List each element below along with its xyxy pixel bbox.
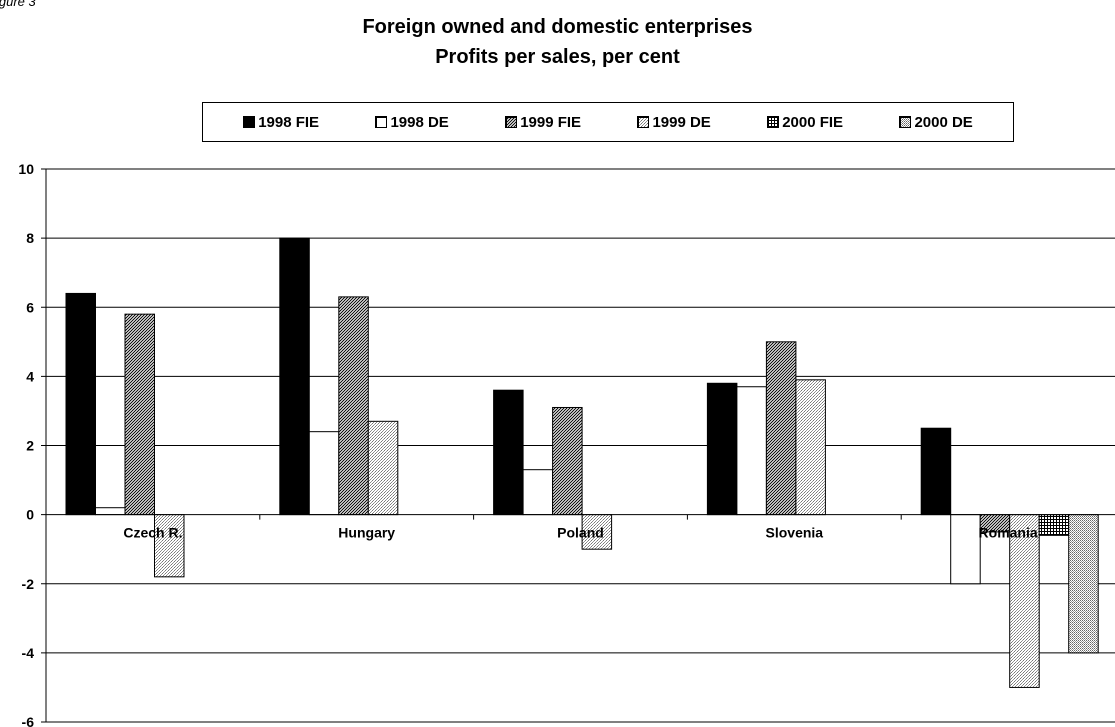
- bar-1999-fie-czech-r: [124, 313, 155, 516]
- bar-1998-fie-poland: [493, 389, 524, 516]
- bar-1998-de-romania: [950, 514, 981, 585]
- bar-1999-de-hungary: [367, 420, 399, 516]
- bar-2000-fie-romania: [1038, 514, 1070, 536]
- legend-label-1998-de: 1998 DE: [390, 113, 449, 131]
- bar-1998-de-poland: [522, 469, 554, 516]
- bar-1998-fie-hungary: [279, 237, 310, 516]
- chart-legend: 1998 FIE 1998 DE 1999 FIE 1999 DE 2000 F…: [202, 102, 1014, 142]
- bar-1999-fie-poland: [552, 406, 583, 516]
- legend-swatch-1998-fie: [243, 116, 256, 128]
- legend-item-1999-de: 1999 DE: [637, 113, 711, 131]
- bar-1998-de-hungary: [308, 431, 340, 516]
- legend-label-1998-fie: 1998 FIE: [258, 113, 320, 131]
- y-tick-label: 10: [18, 161, 34, 177]
- category-label: Slovenia: [766, 525, 824, 541]
- legend-item-1998-fie: 1998 FIE: [243, 114, 319, 131]
- y-tick-label: 2: [26, 438, 34, 454]
- legend-item-1998-de: 1998 DE: [375, 113, 449, 131]
- bar-1999-fie-slovenia: [765, 341, 797, 516]
- bar-2000-de-romania: [1068, 514, 1099, 654]
- legend-label-2000-fie: 2000 FIE: [782, 113, 844, 131]
- axes: [41, 168, 1115, 723]
- legend-item-2000-fie: 2000 FIE: [767, 114, 843, 131]
- bar-1999-de-czech-r: [154, 514, 185, 578]
- category-label: Czech R.: [123, 525, 182, 541]
- y-tick-label: 6: [26, 299, 34, 315]
- legend-label-1999-de: 1999 DE: [652, 113, 711, 131]
- chart-title: Foreign owned and domestic enterprises: [362, 16, 753, 38]
- figure-label: igure 3: [0, 0, 36, 9]
- chart-subtitle: Profits per sales, per cent: [435, 46, 680, 68]
- bar-1999-de-poland: [581, 514, 613, 550]
- legend-swatch-2000-de: [899, 116, 912, 128]
- bar-1998-fie-slovenia: [706, 382, 738, 516]
- legend-swatch-2000-fie: [767, 116, 780, 128]
- legend-swatch-1999-de: [637, 116, 650, 128]
- category-label: Hungary: [338, 525, 395, 541]
- bar-1999-fie-hungary: [338, 296, 369, 516]
- y-tick-label: -2: [22, 576, 35, 592]
- y-tick-label: 8: [26, 230, 34, 246]
- legend-swatch-1998-de: [375, 116, 388, 128]
- bar-1998-fie-czech-r: [65, 292, 96, 516]
- legend-item-1999-fie: 1999 FIE: [505, 114, 581, 131]
- y-tick-label: -4: [22, 645, 35, 661]
- legend-item-2000-de: 2000 DE: [899, 113, 973, 131]
- legend-label-1999-fie: 1999 FIE: [520, 113, 582, 131]
- labels: 10 8 6 4 2 0 -2 -4 -6 Czech R. Hungary Poland Sloven…: [18, 161, 1037, 727]
- bars: [65, 237, 1099, 688]
- legend-swatch-1999-fie: [505, 116, 518, 128]
- legend-label-2000-de: 2000 DE: [914, 113, 973, 131]
- y-tick-label: 4: [26, 368, 34, 384]
- category-label: Poland: [557, 525, 604, 541]
- bar-1999-de-slovenia: [795, 379, 826, 516]
- category-label: Romania: [979, 525, 1038, 541]
- bar-1999-de-romania: [1009, 514, 1040, 688]
- bar-1998-de-slovenia: [736, 386, 767, 516]
- bar-1998-de-czech-r: [95, 507, 126, 516]
- y-tick-label: 0: [26, 507, 34, 523]
- y-tick-label: -6: [22, 714, 35, 727]
- bar-1998-fie-romania: [920, 427, 952, 516]
